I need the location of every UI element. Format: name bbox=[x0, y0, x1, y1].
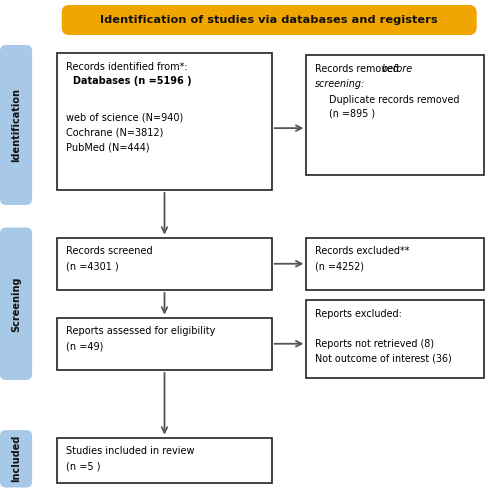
Text: before: before bbox=[382, 64, 413, 74]
Text: Identification: Identification bbox=[11, 88, 21, 162]
Text: Studies included in review
(n =5 ): Studies included in review (n =5 ) bbox=[66, 446, 194, 471]
FancyBboxPatch shape bbox=[0, 430, 32, 488]
FancyBboxPatch shape bbox=[306, 300, 484, 378]
FancyBboxPatch shape bbox=[306, 238, 484, 290]
Text: Records identified from*:: Records identified from*: bbox=[66, 62, 187, 72]
Text: Records screened
(n =4301 ): Records screened (n =4301 ) bbox=[66, 246, 152, 272]
Text: Identification of studies via databases and registers: Identification of studies via databases … bbox=[100, 15, 438, 25]
Text: web of science (N=940)
Cochrane (N=3812)
PubMed (N=444): web of science (N=940) Cochrane (N=3812)… bbox=[66, 112, 183, 152]
FancyBboxPatch shape bbox=[57, 238, 272, 290]
Text: Included: Included bbox=[11, 435, 21, 482]
FancyBboxPatch shape bbox=[306, 55, 484, 175]
Text: Records removed: Records removed bbox=[315, 64, 402, 74]
FancyBboxPatch shape bbox=[62, 5, 477, 35]
Text: Records excluded**
(n =4252): Records excluded** (n =4252) bbox=[315, 246, 410, 272]
Text: Reports assessed for eligibility
(n =49): Reports assessed for eligibility (n =49) bbox=[66, 326, 215, 351]
Text: Reports excluded:

Reports not retrieved (8)
Not outcome of interest (36): Reports excluded: Reports not retrieved … bbox=[315, 309, 452, 364]
Text: Databases (n =5196 ): Databases (n =5196 ) bbox=[73, 76, 192, 86]
Text: Screening: Screening bbox=[11, 276, 21, 332]
FancyBboxPatch shape bbox=[57, 438, 272, 482]
FancyBboxPatch shape bbox=[57, 318, 272, 370]
Text: Duplicate records removed
(n =895 ): Duplicate records removed (n =895 ) bbox=[329, 95, 459, 119]
FancyBboxPatch shape bbox=[0, 228, 32, 380]
FancyBboxPatch shape bbox=[57, 52, 272, 190]
Text: screening:: screening: bbox=[315, 79, 366, 89]
FancyBboxPatch shape bbox=[0, 45, 32, 205]
